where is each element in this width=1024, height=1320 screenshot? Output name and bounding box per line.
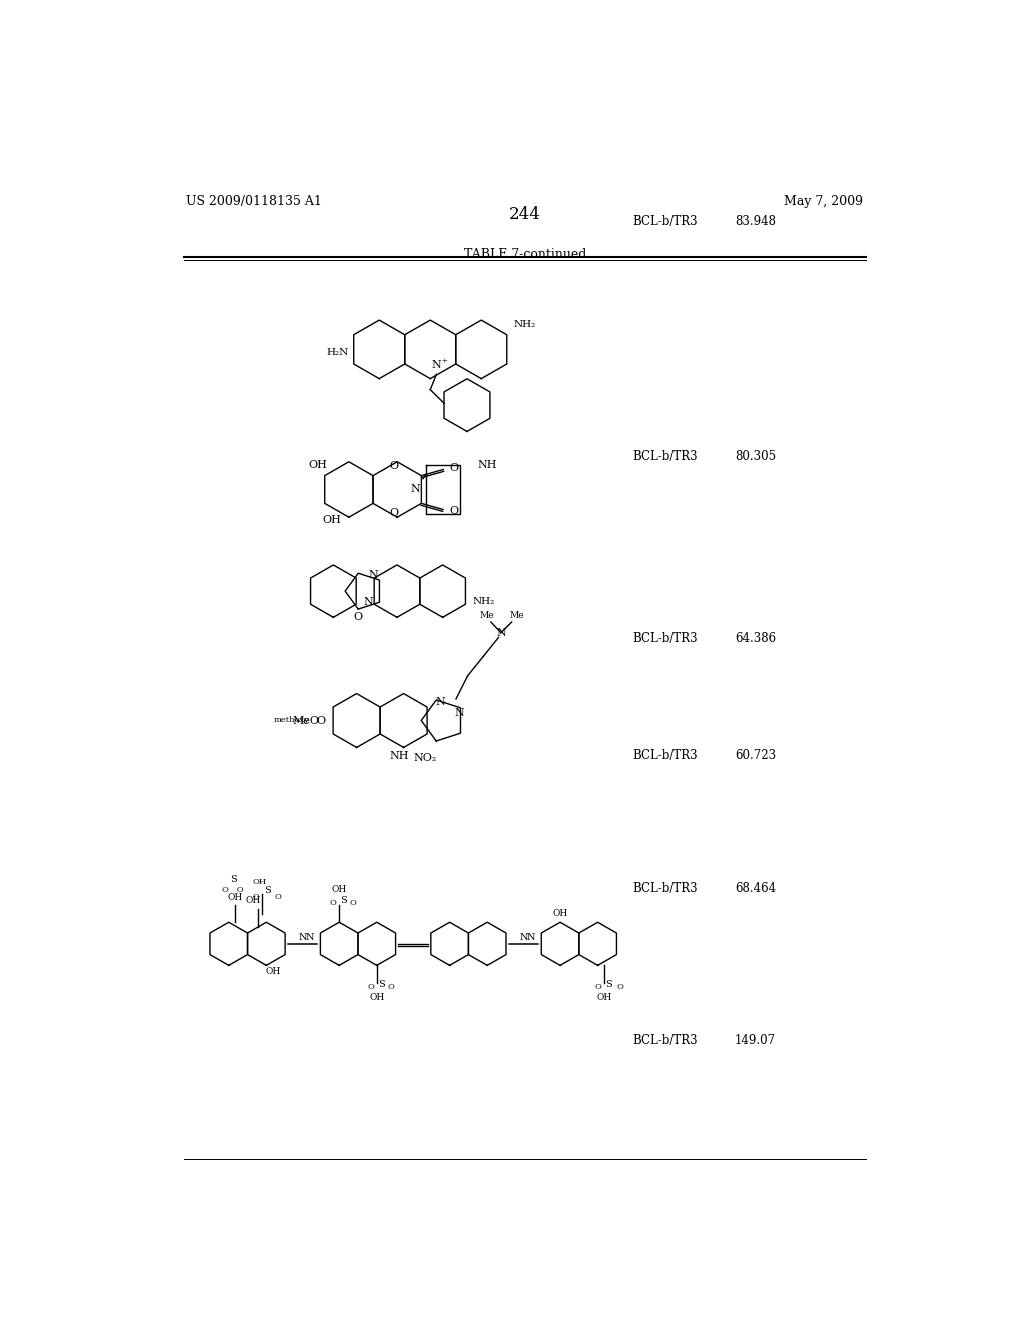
Text: Me: Me — [479, 611, 495, 620]
Text: O: O — [387, 983, 394, 991]
Text: O: O — [450, 463, 459, 473]
Text: OH: OH — [227, 892, 243, 902]
Text: N: N — [411, 484, 420, 495]
Text: BCL-b/TR3: BCL-b/TR3 — [632, 1034, 697, 1047]
Text: N: N — [431, 360, 441, 371]
Text: OH: OH — [252, 878, 266, 886]
Text: S: S — [264, 887, 270, 895]
Text: OH: OH — [597, 993, 611, 1002]
Text: O: O — [390, 508, 399, 517]
Text: 64.386: 64.386 — [735, 632, 776, 644]
Text: +: + — [441, 356, 447, 364]
Text: O: O — [330, 899, 337, 907]
Text: 83.948: 83.948 — [735, 215, 776, 228]
Text: 149.07: 149.07 — [735, 1034, 776, 1047]
Text: N: N — [436, 697, 445, 708]
Text: BCL-b/TR3: BCL-b/TR3 — [632, 748, 697, 762]
Text: N: N — [496, 628, 506, 638]
Text: N: N — [526, 933, 535, 942]
Text: OH: OH — [323, 515, 342, 525]
Text: OH: OH — [369, 993, 384, 1002]
Text: BCL-b/TR3: BCL-b/TR3 — [632, 632, 697, 644]
Text: N: N — [519, 933, 528, 942]
Text: N: N — [305, 933, 314, 942]
Text: O: O — [274, 894, 282, 902]
Text: H₂N: H₂N — [326, 347, 348, 356]
Text: OH: OH — [246, 896, 261, 906]
Text: NH: NH — [477, 459, 497, 470]
Text: TABLE 7-continued: TABLE 7-continued — [464, 248, 586, 261]
Text: US 2009/0118135 A1: US 2009/0118135 A1 — [186, 195, 322, 209]
Text: OH: OH — [309, 459, 328, 470]
Text: BCL-b/TR3: BCL-b/TR3 — [632, 215, 697, 228]
Text: methoxy: methoxy — [274, 717, 310, 725]
Text: O: O — [390, 461, 399, 471]
Text: OH: OH — [332, 886, 347, 895]
Text: 68.464: 68.464 — [735, 882, 776, 895]
Text: O: O — [350, 899, 356, 907]
Text: MeO: MeO — [292, 715, 319, 726]
Text: Me: Me — [509, 611, 523, 620]
Text: O: O — [616, 983, 623, 991]
Text: OH: OH — [265, 968, 281, 977]
Text: O: O — [595, 983, 601, 991]
Text: O: O — [253, 894, 260, 902]
Text: O: O — [316, 715, 326, 726]
Text: O: O — [368, 983, 374, 991]
Text: S: S — [605, 981, 612, 989]
Text: NH: NH — [390, 751, 410, 760]
Text: O   O: O O — [222, 886, 244, 894]
Text: 80.305: 80.305 — [735, 450, 776, 463]
Text: 244: 244 — [509, 206, 541, 223]
Text: BCL-b/TR3: BCL-b/TR3 — [632, 882, 697, 895]
Text: OH: OH — [552, 909, 567, 919]
Text: NH₂: NH₂ — [473, 597, 496, 606]
Text: N: N — [299, 933, 307, 942]
Text: S: S — [340, 896, 347, 906]
Text: BCL-b/TR3: BCL-b/TR3 — [632, 450, 697, 463]
Text: NO₂: NO₂ — [414, 754, 437, 763]
Text: S: S — [229, 875, 237, 883]
Text: 60.723: 60.723 — [735, 748, 776, 762]
Text: May 7, 2009: May 7, 2009 — [784, 195, 863, 209]
Text: N: N — [364, 598, 374, 607]
Text: O: O — [354, 611, 362, 622]
Text: O: O — [450, 506, 459, 516]
Text: NH₂: NH₂ — [514, 319, 536, 329]
Text: N: N — [369, 570, 379, 579]
Text: N: N — [455, 708, 464, 718]
Text: S: S — [378, 981, 385, 989]
